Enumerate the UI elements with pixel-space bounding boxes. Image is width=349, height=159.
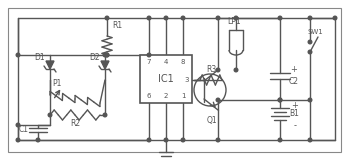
Circle shape	[105, 53, 109, 57]
Circle shape	[278, 98, 282, 102]
Text: Q1: Q1	[207, 115, 217, 124]
Circle shape	[103, 53, 107, 57]
Circle shape	[333, 16, 337, 20]
Circle shape	[147, 138, 151, 142]
Circle shape	[16, 138, 20, 142]
Circle shape	[48, 113, 52, 117]
Circle shape	[278, 16, 282, 20]
Text: R3: R3	[206, 65, 216, 73]
Circle shape	[181, 16, 185, 20]
Text: -: -	[294, 121, 297, 131]
Text: C1: C1	[19, 125, 29, 135]
Circle shape	[234, 16, 238, 20]
Text: 7: 7	[147, 59, 151, 65]
Circle shape	[147, 16, 151, 20]
Circle shape	[181, 138, 185, 142]
Text: 8: 8	[181, 59, 185, 65]
Text: 2: 2	[164, 93, 168, 99]
Text: +: +	[291, 100, 298, 110]
Circle shape	[234, 68, 238, 72]
Circle shape	[105, 16, 109, 20]
Circle shape	[216, 98, 220, 102]
Text: D2: D2	[90, 53, 100, 62]
Text: +: +	[291, 65, 297, 73]
Circle shape	[105, 53, 109, 57]
Circle shape	[278, 138, 282, 142]
Text: R2: R2	[70, 118, 80, 128]
Text: P1: P1	[52, 79, 62, 87]
Text: R1: R1	[112, 21, 122, 31]
Circle shape	[147, 53, 151, 57]
Circle shape	[36, 138, 40, 142]
Circle shape	[16, 53, 20, 57]
Text: 1: 1	[181, 93, 185, 99]
Circle shape	[308, 138, 312, 142]
Circle shape	[216, 138, 220, 142]
Circle shape	[308, 50, 312, 54]
Circle shape	[103, 113, 107, 117]
Bar	[140, 55, 192, 103]
Text: SW1: SW1	[307, 29, 323, 35]
Circle shape	[216, 68, 220, 72]
Circle shape	[16, 123, 20, 127]
Circle shape	[216, 16, 220, 20]
Text: C2: C2	[289, 77, 299, 86]
Circle shape	[308, 40, 312, 44]
Circle shape	[308, 98, 312, 102]
Circle shape	[164, 138, 168, 142]
Text: D1: D1	[35, 53, 45, 62]
Text: B1: B1	[289, 110, 299, 118]
Circle shape	[164, 16, 168, 20]
Circle shape	[308, 16, 312, 20]
Polygon shape	[101, 61, 109, 69]
Circle shape	[278, 98, 282, 102]
Polygon shape	[46, 61, 54, 69]
Text: 4: 4	[164, 59, 168, 65]
Text: 3: 3	[185, 77, 189, 83]
Text: LP1: LP1	[227, 17, 241, 27]
Text: IC1: IC1	[158, 74, 174, 84]
Text: 6: 6	[147, 93, 151, 99]
